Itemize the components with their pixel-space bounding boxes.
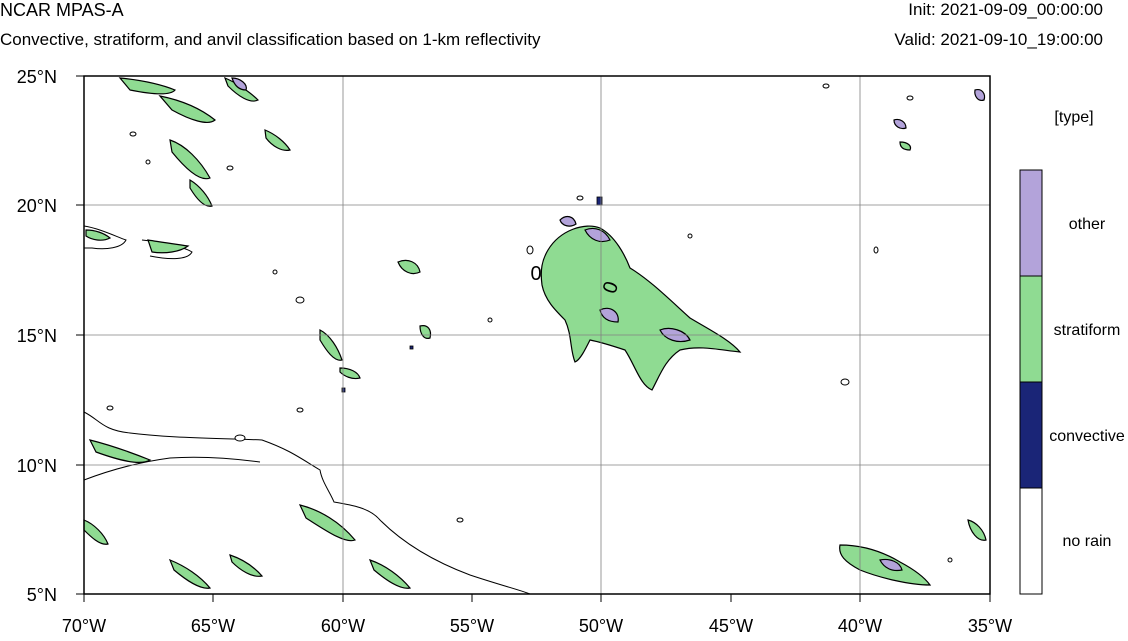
central-other-4 (559, 215, 577, 227)
venezuela-coast (83, 456, 261, 481)
cell (296, 407, 304, 413)
legend-swatch-stratiform (1019, 275, 1043, 383)
cell (129, 131, 137, 137)
nw-other-1 (231, 77, 247, 91)
lat-tick-25n: 25°N (17, 67, 57, 87)
lat-tick-20n: 20°N (17, 196, 57, 216)
lon-tick-labels: 70°W 65°W 60°W 55°W 50°W 45°W 40°W 35°W (62, 616, 1012, 636)
legend-label-stratiform: stratiform (1054, 322, 1121, 339)
puerto-rico-coast (83, 225, 127, 250)
cell (687, 233, 693, 239)
legend-swatch-other (1019, 169, 1043, 277)
nw-streak-1 (118, 77, 176, 95)
init-time: Init: 2021-09-09_00:00:00 (908, 0, 1103, 19)
lat-tick-5n: 5°N (27, 585, 57, 605)
nw-streak-6 (264, 129, 291, 151)
cell (145, 159, 151, 165)
cell (295, 296, 305, 304)
lon-tick-70w: 70°W (62, 616, 106, 636)
south-band-6 (229, 554, 264, 577)
cell (526, 245, 534, 255)
core (409, 345, 414, 350)
cell (822, 83, 830, 89)
core (341, 387, 346, 393)
lat-tick-labels: 5°N 10°N 15°N 20°N 25°N (17, 67, 57, 605)
legend-label-convective: convective (1049, 428, 1125, 445)
legend-swatch-no-rain (1019, 487, 1043, 595)
central-other-1 (584, 227, 611, 243)
south-band-3 (168, 558, 212, 589)
cell (234, 434, 246, 442)
cell (840, 378, 850, 386)
south-america-coast (83, 411, 531, 595)
graticule (84, 76, 990, 594)
vi-feature (147, 239, 190, 254)
lon-tick-40w: 40°W (838, 616, 882, 636)
nw-streak-3 (169, 139, 211, 180)
map-subtitle: Convective, stratiform, and anvil classi… (0, 30, 541, 49)
cell (947, 557, 953, 563)
valid-time: Valid: 2021-09-10_19:00:00 (894, 30, 1103, 49)
lon-tick-35w: 35°W (968, 616, 1012, 636)
ne-feature-3 (899, 141, 912, 151)
ne-feature-2 (974, 89, 986, 101)
cell (576, 195, 584, 201)
legend-label-no-rain: no rain (1063, 533, 1112, 550)
south-band-2 (298, 504, 356, 542)
legend: [type] other stratiform convective no ra… (1019, 109, 1125, 595)
cell (873, 246, 879, 254)
ne-feature-1 (893, 118, 907, 130)
lat-tick-10n: 10°N (17, 456, 57, 476)
cell (106, 405, 114, 411)
lon-tick-60w: 60°W (321, 616, 365, 636)
contour-label: 0 (530, 263, 541, 285)
legend-title: [type] (1054, 109, 1093, 126)
nw-streak-5 (189, 178, 213, 207)
antilles-feature-1 (319, 329, 343, 361)
cell (272, 269, 278, 275)
south-band-1 (88, 439, 152, 464)
lon-tick-50w: 50°W (579, 616, 623, 636)
nw-streak-2 (158, 95, 216, 123)
central-other-3 (599, 307, 619, 323)
scattered-cells (106, 83, 953, 563)
pr-feature (85, 229, 112, 241)
tick-marks (76, 75, 991, 602)
lon-tick-55w: 55°W (450, 616, 494, 636)
precip-features (83, 76, 987, 589)
cell (456, 517, 464, 523)
legend-swatch-convective (1019, 381, 1043, 489)
cell (487, 317, 493, 323)
cell (906, 95, 914, 101)
legend-label-other: other (1069, 216, 1106, 233)
south-band-4 (368, 559, 412, 589)
lon-tick-65w: 65°W (191, 616, 235, 636)
se-other (879, 558, 903, 572)
cell (226, 165, 234, 171)
lon-tick-45w: 45°W (709, 616, 753, 636)
south-band-5 (83, 519, 109, 545)
coastlines (83, 225, 531, 595)
lat-tick-15n: 15°N (17, 326, 57, 346)
map-title: NCAR MPAS-A (0, 0, 124, 20)
central-convective-system (540, 225, 742, 391)
antilles-feature-3 (397, 259, 421, 275)
se-feature-2 (967, 519, 987, 541)
